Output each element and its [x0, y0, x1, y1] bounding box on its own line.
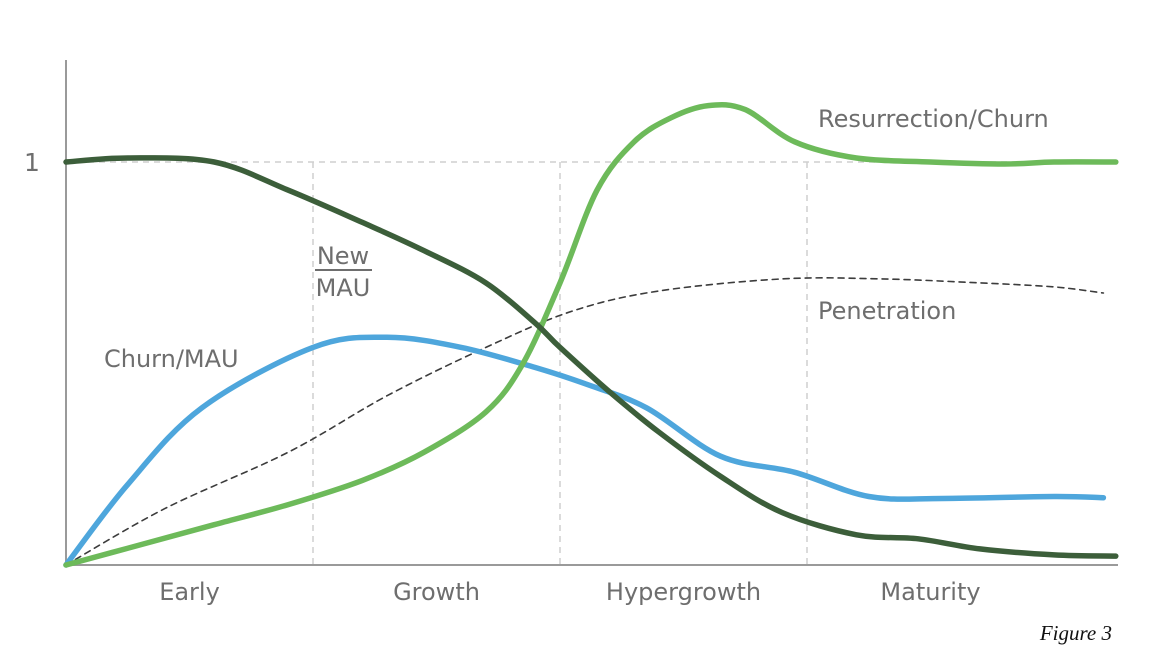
category-label-early: Early — [159, 578, 220, 606]
series-line-resurrection-churn — [63, 101, 1119, 568]
series-lines — [63, 101, 1119, 568]
axes — [65, 60, 1118, 566]
y-ticks: 1 — [24, 148, 40, 177]
series-line-churn-mau — [63, 334, 1107, 568]
penetration-label: Penetration — [818, 297, 956, 325]
new-mau-denominator-label: MAU — [316, 274, 371, 302]
figure-caption: Figure 3 — [1039, 621, 1112, 645]
new-mau-numerator-label: New — [317, 242, 369, 270]
category-label-hypergrowth: Hypergrowth — [606, 578, 761, 606]
category-label-growth: Growth — [393, 578, 480, 606]
resurrection-churn-label: Resurrection/Churn — [818, 105, 1049, 133]
series-line-new-mau — [63, 155, 1119, 559]
y-tick-label: 1 — [24, 148, 40, 177]
category-labels: Early Growth Hypergrowth Maturity — [159, 578, 980, 606]
series-line-penetration — [65, 277, 1105, 566]
churn-mau-label: Churn/MAU — [104, 345, 239, 373]
category-label-maturity: Maturity — [880, 578, 980, 606]
